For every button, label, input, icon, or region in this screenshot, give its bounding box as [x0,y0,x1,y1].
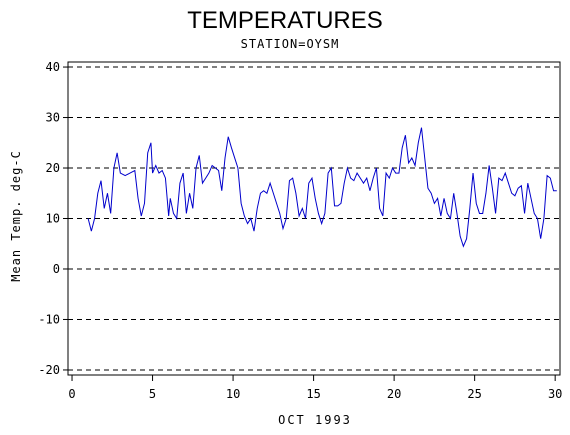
x-tick-label: 25 [467,387,481,401]
chart-title: TEMPERATURES [187,7,383,34]
y-tick-label: 30 [46,111,60,125]
x-tick-label: 10 [226,387,240,401]
chart-subtitle: STATION=OYSM [241,37,340,51]
y-tick-label: 20 [46,161,60,175]
y-tick-label: 0 [53,262,60,276]
data-line [87,127,557,248]
x-tick-label: 0 [68,387,75,401]
x-tick-label: 15 [306,387,320,401]
y-tick-label: -20 [38,363,60,377]
x-tick-label: 20 [387,387,401,401]
x-tick-label: 30 [548,387,562,401]
y-tick-label: 40 [46,60,60,74]
y-axis-label: Mean Temp. deg-C [9,150,23,282]
y-tick-label: -10 [38,312,60,326]
x-axis-label: OCT 1993 [278,413,352,427]
y-tick-label: 10 [46,212,60,226]
x-tick-label: 5 [149,387,156,401]
